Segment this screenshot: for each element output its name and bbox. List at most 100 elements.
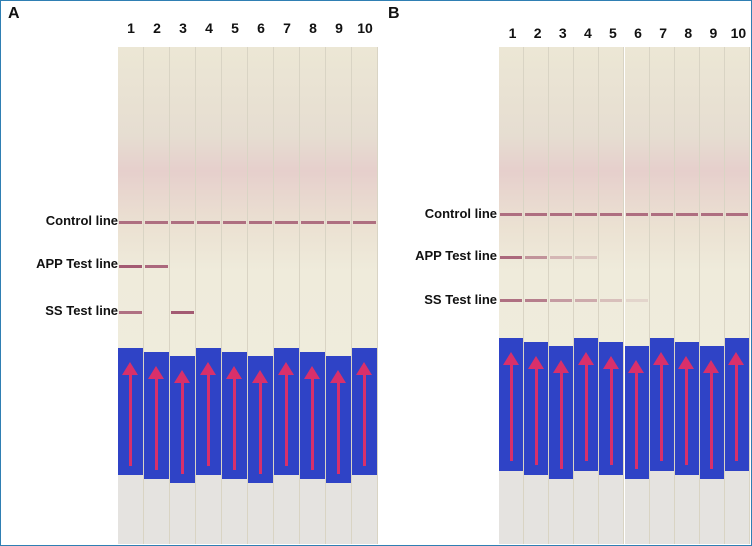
- flow-arrow: [685, 366, 689, 465]
- arrow-head-icon: [628, 360, 645, 373]
- control-band: [600, 213, 623, 216]
- test-strip: [248, 47, 274, 544]
- flow-arrow: [233, 376, 236, 470]
- arrow-head-icon: [122, 362, 138, 375]
- absorbent-pad: [118, 475, 143, 544]
- lane-number: 2: [153, 20, 161, 36]
- panel-a-app-label: APP Test line: [36, 256, 118, 271]
- flow-arrow: [559, 370, 563, 469]
- app-test-band: [500, 256, 523, 259]
- control-band: [249, 221, 272, 224]
- arrow-head-icon: [304, 366, 320, 379]
- absorbent-pad: [326, 483, 351, 544]
- lane-number: 8: [684, 25, 693, 41]
- arrow-head-icon: [330, 370, 346, 383]
- lane-number: 9: [335, 20, 343, 36]
- arrow-head-icon: [174, 370, 190, 383]
- flow-arrow: [363, 372, 366, 466]
- test-strip: [524, 47, 550, 544]
- control-band: [550, 213, 573, 216]
- absorbent-pad: [624, 479, 649, 544]
- lane-number: 10: [730, 25, 747, 41]
- arrow-head-icon: [200, 362, 216, 375]
- absorbent-pad: [649, 471, 674, 544]
- app-test-band: [145, 265, 168, 268]
- ss-test-band: [119, 311, 142, 314]
- absorbent-pad: [599, 475, 624, 544]
- arrow-head-icon: [552, 360, 569, 373]
- panel-a-control-label: Control line: [45, 213, 118, 228]
- flow-arrow: [207, 372, 210, 466]
- test-strip: [144, 47, 170, 544]
- panel-b-ss-label: SS Test line: [424, 292, 497, 307]
- flow-arrow: [635, 370, 639, 469]
- absorbent-pad: [170, 483, 195, 544]
- control-band: [353, 221, 376, 224]
- lane-number: 10: [357, 20, 373, 36]
- control-band: [197, 221, 220, 224]
- flow-arrow: [311, 376, 314, 470]
- panel-a-ss-label: SS Test line: [45, 303, 118, 318]
- panel-b-strip-photo: [499, 47, 750, 544]
- app-test-band: [119, 265, 142, 268]
- absorbent-pad: [196, 475, 221, 544]
- arrow-head-icon: [148, 366, 164, 379]
- ss-test-band: [525, 299, 548, 302]
- panel-a-letter: A: [8, 5, 20, 22]
- control-band: [301, 221, 324, 224]
- flow-arrow: [609, 366, 613, 465]
- arrow-head-icon: [577, 352, 594, 365]
- absorbent-pad: [274, 475, 299, 544]
- ss-test-band: [600, 299, 623, 302]
- test-strip: [118, 47, 144, 544]
- arrow-head-icon: [356, 362, 372, 375]
- absorbent-pad: [674, 475, 699, 544]
- lane-number: 3: [558, 25, 567, 41]
- flow-arrow: [509, 362, 513, 461]
- control-band: [145, 221, 168, 224]
- panel-b-letter: B: [388, 5, 400, 22]
- panel-b-app-label: APP Test line: [415, 248, 497, 263]
- control-band: [675, 213, 698, 216]
- control-band: [625, 213, 648, 216]
- test-strip: [574, 47, 600, 544]
- absorbent-pad: [248, 483, 273, 544]
- test-strip: [352, 47, 378, 544]
- flow-arrow: [155, 376, 158, 470]
- test-strip: [300, 47, 326, 544]
- test-strip: [326, 47, 352, 544]
- control-band: [327, 221, 350, 224]
- lane-number: 4: [205, 20, 213, 36]
- flow-arrow: [710, 370, 714, 469]
- lane-number: 6: [257, 20, 265, 36]
- test-strip: [222, 47, 248, 544]
- test-strip: [196, 47, 222, 544]
- ss-test-band: [625, 299, 648, 302]
- test-strip: [674, 47, 700, 544]
- arrow-head-icon: [653, 352, 670, 365]
- app-test-band: [525, 256, 548, 259]
- flow-arrow: [660, 362, 664, 461]
- lane-number: 5: [231, 20, 239, 36]
- lane-number: 7: [659, 25, 668, 41]
- absorbent-pad: [144, 479, 169, 544]
- panel-a-strip-photo: [118, 47, 378, 544]
- arrow-head-icon: [278, 362, 294, 375]
- control-band: [700, 213, 723, 216]
- lane-number: 3: [179, 20, 187, 36]
- test-strip: [274, 47, 300, 544]
- control-band: [650, 213, 673, 216]
- app-test-band: [550, 256, 573, 259]
- absorbent-pad: [549, 479, 574, 544]
- lane-number: 7: [283, 20, 291, 36]
- control-band: [119, 221, 142, 224]
- arrow-head-icon: [678, 356, 695, 369]
- flow-arrow: [181, 380, 184, 474]
- absorbent-pad: [724, 471, 749, 544]
- test-strip: [724, 47, 750, 544]
- lane-number: 9: [709, 25, 718, 41]
- test-strip: [624, 47, 650, 544]
- flow-arrow: [534, 366, 538, 465]
- arrow-head-icon: [226, 366, 242, 379]
- arrow-head-icon: [502, 352, 519, 365]
